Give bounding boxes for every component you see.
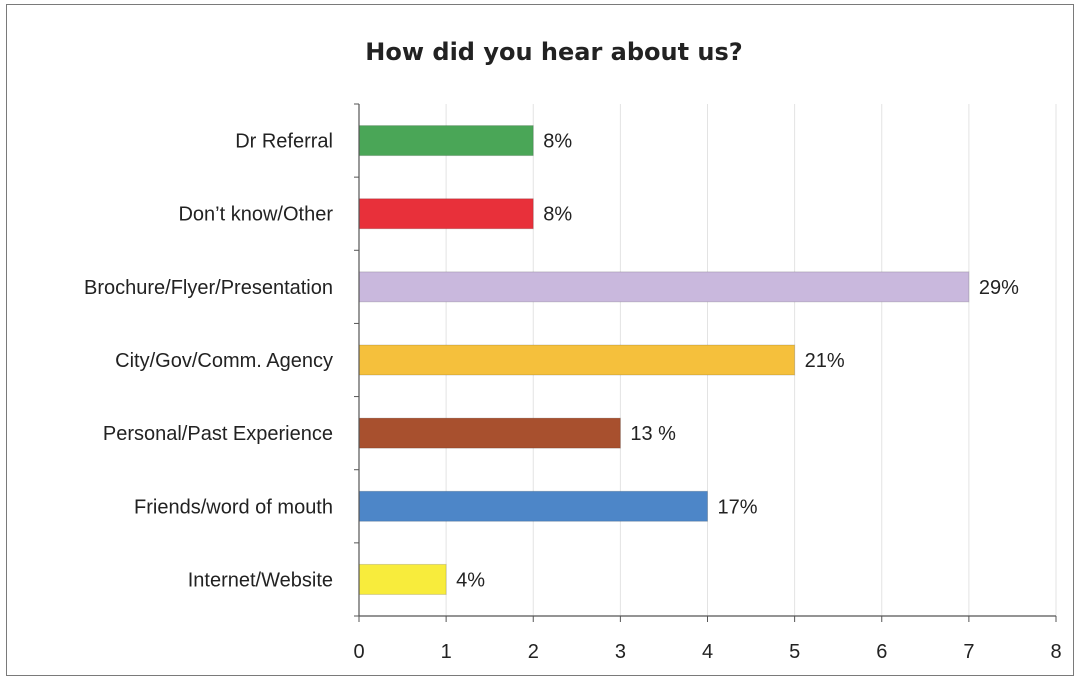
category-label-2: Brochure/Flyer/Presentation [84, 277, 333, 299]
bar-2 [358, 271, 970, 303]
data-label-5: 17% [718, 496, 758, 518]
x-tick-label-0: 0 [353, 641, 364, 663]
chart-frame [6, 4, 1074, 676]
x-tick-label-6: 6 [876, 641, 887, 663]
category-label-1: Don’t know/Other [178, 204, 333, 226]
labels: Dr Referral 8% Don’t know/Other 8% Brochure/… [84, 131, 1062, 663]
category-label-6: Internet/Website [188, 569, 333, 591]
bar-5 [358, 490, 708, 522]
bars [358, 125, 970, 595]
data-label-0: 8% [543, 131, 572, 153]
x-tick-label-1: 1 [441, 641, 452, 663]
data-label-3: 21% [805, 350, 845, 372]
x-tick-label-7: 7 [963, 641, 974, 663]
data-label-1: 8% [543, 204, 572, 226]
axes [354, 103, 1057, 622]
data-label-4: 13 % [630, 423, 676, 445]
bar-1 [358, 198, 534, 230]
category-label-3: City/Gov/Comm. Agency [115, 350, 333, 372]
x-tick-label-8: 8 [1050, 641, 1061, 663]
chart-title: How did you hear about us? [365, 38, 742, 66]
bar-6 [358, 563, 447, 595]
category-label-0: Dr Referral [235, 131, 333, 153]
bar-4 [358, 417, 621, 449]
category-label-5: Friends/word of mouth [134, 496, 333, 518]
bar-3 [358, 344, 796, 376]
x-tick-label-2: 2 [528, 641, 539, 663]
x-tick-label-4: 4 [702, 641, 713, 663]
data-label-6: 4% [456, 569, 485, 591]
bar-0 [358, 125, 534, 157]
x-tick-label-3: 3 [615, 641, 626, 663]
data-label-2: 29% [979, 277, 1019, 299]
category-label-4: Personal/Past Experience [103, 423, 333, 445]
x-tick-label-5: 5 [789, 641, 800, 663]
